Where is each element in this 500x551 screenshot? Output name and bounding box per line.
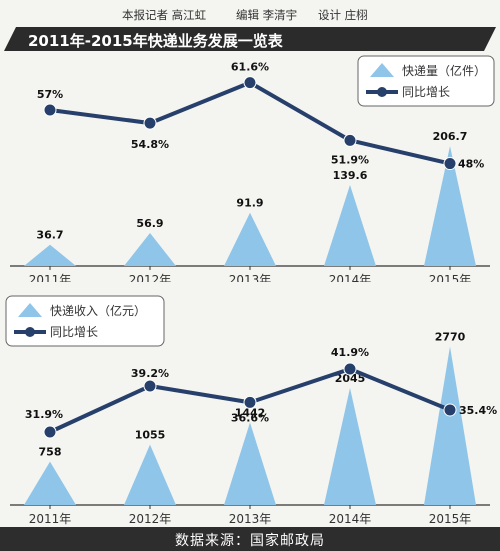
- bar-1: [124, 232, 176, 266]
- chart-express-volume: 36.7 56.9 91.9 139.6 206.7 2011年 2012年 2013年 201…: [10, 55, 495, 282]
- x-tick-label-2: 2013年: [229, 512, 272, 525]
- bar-label-2: 91.9: [236, 197, 263, 210]
- chart-title: 2011年-2015年快递业务发展一览表: [28, 32, 283, 50]
- legend-line-label: 同比增长: [402, 85, 450, 99]
- growth-point-4: [443, 403, 457, 417]
- bar-4: [424, 346, 476, 505]
- x-tick-label-4: 2015年: [429, 512, 472, 525]
- legend-line-label: 同比增长: [50, 325, 98, 339]
- growth-label-1: 39.2%: [131, 367, 169, 380]
- growth-label-2: 61.6%: [231, 61, 269, 74]
- bar-2: [224, 422, 276, 505]
- bar-3: [324, 388, 376, 505]
- legend-bar-swatch: [370, 63, 394, 77]
- bar-0: [24, 244, 76, 266]
- x-tick-label-0: 2011年: [29, 273, 72, 282]
- bar-label-1: 1055: [135, 429, 166, 442]
- growth-label-4: 35.4%: [459, 404, 497, 417]
- x-tick-label-2: 2013年: [229, 273, 272, 282]
- growth-label-0: 31.9%: [25, 408, 63, 421]
- growth-point-0: [43, 103, 57, 117]
- growth-point-4: [443, 157, 457, 171]
- bar-label-2: 1442: [235, 407, 266, 420]
- title-bar: 2011年-2015年快递业务发展一览表: [4, 27, 496, 51]
- bar-4: [424, 146, 476, 266]
- bar-3: [324, 185, 376, 266]
- bar-1: [124, 444, 176, 505]
- growth-point-1: [143, 116, 157, 130]
- growth-label-3: 41.9%: [331, 346, 369, 359]
- x-tick-label-4: 2015年: [429, 273, 472, 282]
- x-tick-label-3: 2014年: [329, 512, 372, 525]
- bar-label-1: 56.9: [136, 217, 163, 230]
- title-notch-left: [4, 27, 16, 51]
- credits: 本报记者 高江虹 编辑 李清宇 设计 庄栩: [0, 0, 500, 26]
- editor-credit: 编辑 李清宇: [236, 8, 298, 22]
- growth-point-0: [43, 425, 57, 439]
- growth-label-0: 57%: [37, 88, 63, 101]
- x-tick-label-0: 2011年: [29, 512, 72, 525]
- chart-express-revenue: 758 1055 1442 2045 2770 2011年 2012年 2013年 2014年 2…: [5, 295, 497, 525]
- bar-label-0: 758: [39, 446, 62, 459]
- x-tick-label-1: 2012年: [129, 273, 172, 282]
- bar-0: [24, 461, 76, 505]
- reporter-credit: 本报记者 高江虹: [122, 8, 207, 22]
- bar-label-4: 2770: [435, 331, 466, 344]
- bar-label-4: 206.7: [433, 130, 468, 143]
- growth-label-2: 36.6%: [231, 411, 269, 424]
- x-tick-label-1: 2012年: [129, 512, 172, 525]
- growth-point-3: [343, 133, 357, 147]
- bar-label-3: 139.6: [333, 169, 368, 182]
- x-tick-label-3: 2014年: [329, 273, 372, 282]
- legend-bar-label: 快递量（亿件）: [402, 63, 486, 78]
- bar-2: [224, 212, 276, 266]
- legend-bar-swatch: [18, 303, 42, 317]
- growth-point-2: [243, 395, 257, 409]
- bar-label-0: 36.7: [36, 229, 63, 242]
- growth-label-1: 54.8%: [131, 138, 169, 151]
- growth-label-4: 48%: [458, 158, 484, 171]
- source-text: 数据来源：国家邮政局: [175, 533, 325, 549]
- growth-label-3: 51.9%: [331, 153, 369, 166]
- design-credit: 设计 庄栩: [318, 8, 368, 22]
- title-notch-right: [484, 27, 496, 51]
- legend-line-marker: [377, 87, 387, 97]
- legend-bar-label: 快递收入（亿元）: [50, 303, 146, 318]
- source-footer: 数据来源：国家邮政局: [0, 527, 500, 551]
- legend-line-marker: [25, 327, 35, 337]
- growth-point-2: [243, 76, 257, 90]
- growth-point-3: [343, 362, 357, 376]
- growth-point-1: [143, 379, 157, 393]
- bar-label-3: 2045: [335, 372, 366, 385]
